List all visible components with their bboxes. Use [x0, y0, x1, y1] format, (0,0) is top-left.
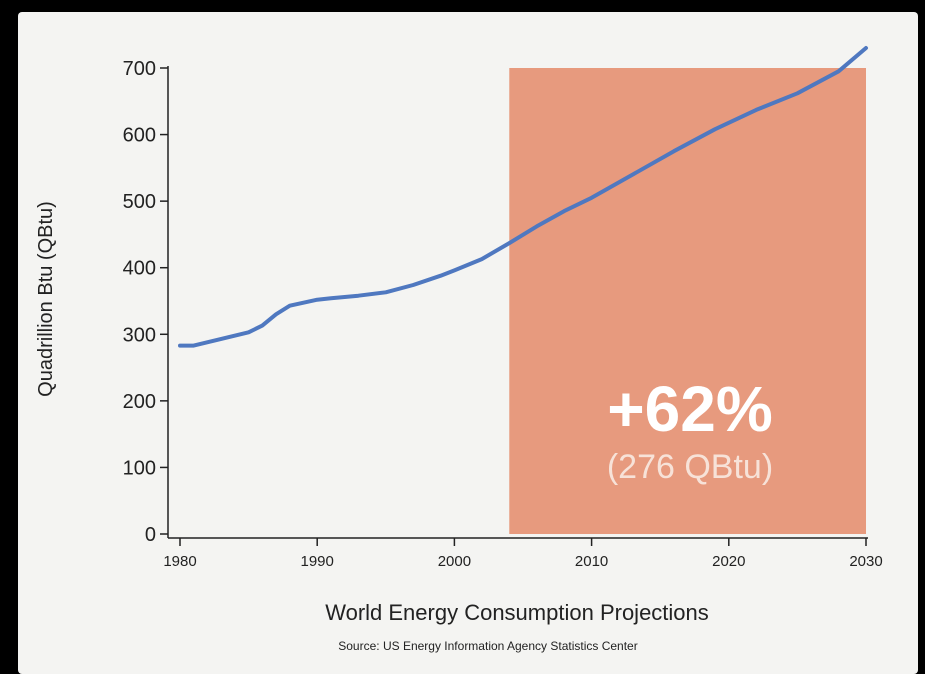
x-tick-label: 2020: [712, 553, 745, 570]
source-note: Source: US Energy Information Agency Sta…: [338, 639, 637, 653]
x-tick-label: 2010: [575, 553, 608, 570]
x-tick-label: 1990: [301, 553, 334, 570]
y-tick-label: 0: [145, 524, 156, 546]
y-tick-label: 700: [123, 58, 156, 80]
chart-title: World Energy Consumption Projections: [325, 600, 709, 625]
y-tick-label: 300: [123, 324, 156, 346]
y-tick-label: 200: [123, 391, 156, 413]
y-tick-label: 100: [123, 457, 156, 479]
line-chart: 0 100 200 300 400 500 600 700 1980 1990 2000 2010 20…: [35, 46, 883, 653]
annotation-amount: (276 QBtu): [607, 448, 773, 486]
annotation-percent: +62%: [607, 373, 772, 445]
energy-consumption-line: [178, 46, 868, 348]
y-axis-label: Quadrillion Btu (QBtu): [35, 201, 57, 397]
y-tick-label: 600: [123, 125, 156, 147]
x-tick-label: 2030: [849, 553, 882, 570]
x-tick-label: 1980: [163, 553, 196, 570]
y-tick-label: 500: [123, 191, 156, 213]
x-tick-label: 2000: [438, 553, 471, 570]
chart-panel: 0 100 200 300 400 500 600 700 1980 1990 2000 2010 20…: [18, 12, 918, 674]
y-tick-label: 400: [123, 258, 156, 280]
